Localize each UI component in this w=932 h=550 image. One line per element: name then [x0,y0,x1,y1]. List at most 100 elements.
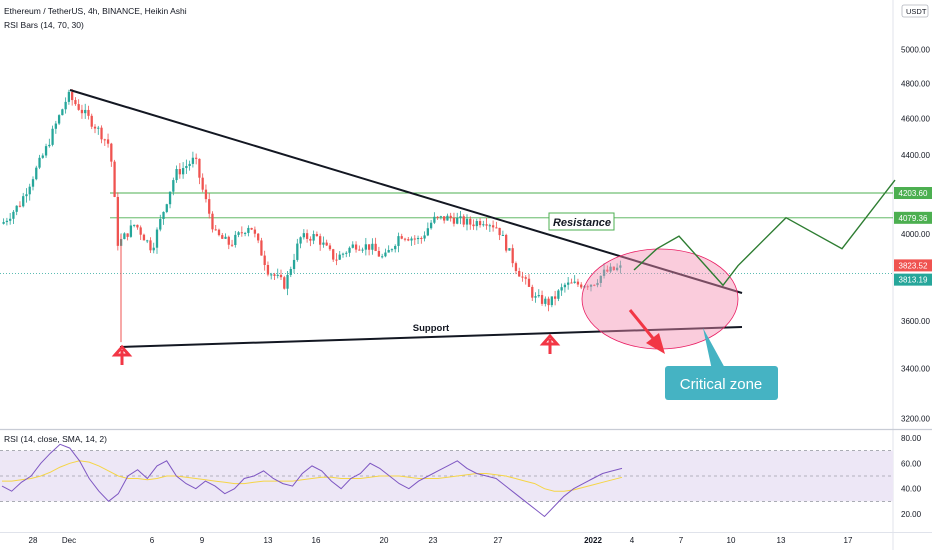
time-tick-label: 13 [777,536,786,545]
candle-body [345,252,348,254]
currency-badge-label: USDT [906,7,927,16]
time-tick-label: 13 [264,536,273,545]
candle-body [2,222,5,224]
candle-body [90,115,93,127]
candle-body [495,227,498,229]
candle-body [80,109,84,114]
support-touch-arrow-1 [111,344,133,365]
candle-body [299,237,302,244]
candle-body [309,238,312,241]
candle-body [354,244,358,250]
candle-body [472,224,475,227]
candle-body [54,123,57,129]
candle-body [168,191,172,205]
candle-body [586,286,589,288]
candle-body [563,284,567,288]
candle-body [387,250,390,253]
candle-body [553,296,557,299]
candle-body [204,189,208,200]
candle-body [64,101,67,110]
candle-body [478,221,482,226]
candle-body [498,227,501,236]
candle-body [38,157,41,168]
support-touch-arrow-2 [539,333,561,354]
candle-body [195,157,198,159]
candle-body [567,282,570,285]
candle-body [351,244,354,248]
up-arrow-head [539,333,561,346]
candle-body [283,277,286,289]
candle-body [429,222,433,229]
time-tick-label: 10 [727,536,736,545]
candle-body [426,228,429,236]
candle-body [612,266,615,271]
rsi-tick-label: 60.00 [901,459,922,468]
time-tick-label: 6 [150,536,155,545]
candle-body [31,179,35,187]
candle-body [28,186,31,195]
candle-body [560,287,563,291]
candle-body [488,225,491,227]
candle-body [181,168,185,175]
candle-body [97,127,100,129]
candle-body [296,243,299,260]
projection-path [633,179,896,287]
candle-body [534,296,537,298]
candle-body [110,143,113,162]
candle-body [67,91,71,102]
candle-body [371,243,374,250]
candle-body [531,286,534,298]
candle-body [400,236,403,239]
rsi-tick-label: 40.00 [901,485,922,494]
callout-text: Critical zone [680,376,763,393]
candle-body [576,281,580,285]
price-tick-label: 3600.00 [901,317,930,326]
candle-body [185,165,188,169]
candle-body [253,229,257,234]
candle-body [263,255,266,265]
candle-body [416,237,420,240]
candle-body [335,259,338,261]
candle-body [436,216,439,218]
candle-body [537,295,540,297]
candle-body [142,234,146,241]
candle-body [602,269,606,276]
rsi-line [1,443,623,518]
candle-body [570,282,573,284]
candle-body [22,196,25,207]
candle-body [462,216,465,225]
candle-body [191,157,195,164]
time-tick-label: 28 [29,536,38,545]
candle-body [315,234,319,237]
candle-body [35,167,38,180]
candle-body [482,224,485,226]
candle-body [61,109,64,116]
candle-body [44,146,48,156]
currency-badge-box [901,4,929,18]
candle-body [172,180,175,192]
candle-body [374,243,377,251]
resistance-label: Resistance [548,212,615,231]
time-tick-label: 17 [844,536,853,545]
candle-body [364,244,367,250]
price-label-box [894,259,932,272]
candle-body [433,216,436,223]
candle-body [188,163,191,166]
candle-body [201,177,204,190]
candle-body [123,233,126,240]
candle-body [9,218,12,221]
candle-body [93,126,97,129]
resistance-label-text: Resistance [553,217,611,229]
candle-body [41,155,44,158]
candle-body [152,247,155,251]
bearish-arrow-head [646,333,665,354]
candle-body [74,100,77,105]
time-tick-label: 7 [679,536,684,545]
candle-body [155,229,159,248]
price-label-text: 4079.36 [899,214,928,223]
time-tick-label: 16 [312,536,321,545]
candle-body [439,216,443,218]
candle-body [312,234,315,241]
candle-body [217,229,221,236]
